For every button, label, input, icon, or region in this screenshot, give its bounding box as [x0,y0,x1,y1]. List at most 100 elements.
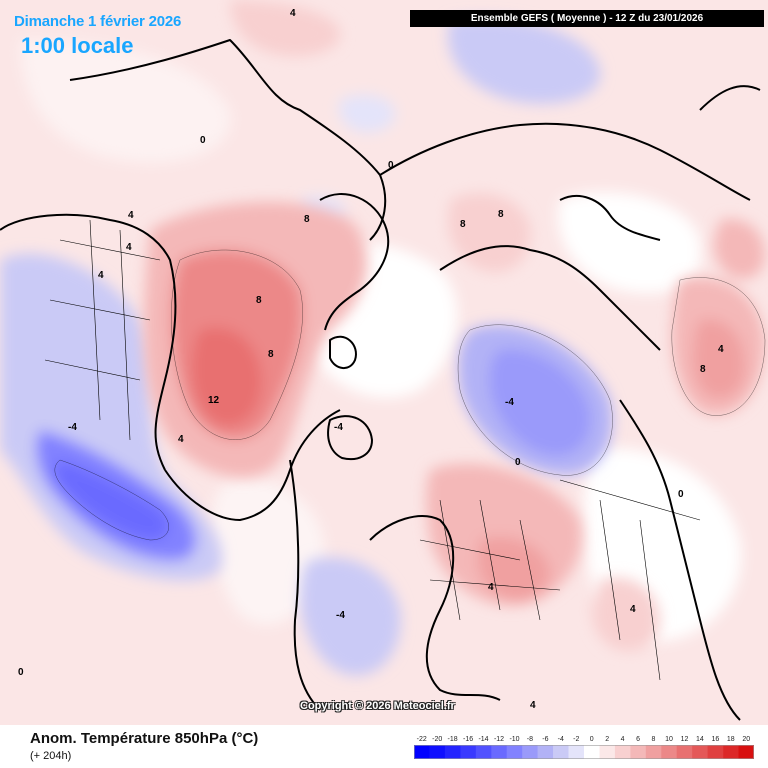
north-america-west-coastline [0,213,177,471]
legend-frame [414,745,754,759]
svalbard-coastline [329,335,357,369]
legend-swatch [645,745,662,759]
contour-label: 8 [268,349,274,360]
legend-swatch [738,745,754,759]
alaska-cold-spot [338,94,396,133]
contour-label: 8 [460,219,466,230]
contour-line [171,249,303,440]
contour-label: 8 [498,209,504,220]
legend-swatch [614,745,631,759]
europe-coastline [369,515,501,701]
contour-label: 4 [178,434,184,445]
legend-swatch [599,745,616,759]
north-siberia-warm-anomaly [448,193,531,273]
legend-swatch [707,745,724,759]
legend-swatch [522,745,538,759]
legend-tick-label: -8 [527,736,533,743]
contour-line [457,324,613,476]
legend-tick-label: 2 [605,736,609,743]
legend-tick-label: 16 [712,736,720,743]
okhotsk-coastline [559,195,661,241]
east-asia-coastline [619,399,741,721]
legend-swatch [491,745,508,759]
contour-label: 0 [678,489,684,500]
north-america-borders [44,219,161,441]
siberia-neutral-area [558,192,702,294]
parameter-title: Anom. Température 850hPa (°C) [30,730,259,747]
legend-tick-label: 18 [727,736,735,743]
kamchatka-warm-anomaly [713,219,765,280]
hudson-bay-coastline [164,409,341,521]
legend-swatch [537,745,554,759]
contour-line [54,459,169,541]
contour-label: -4 [505,397,514,408]
legend-tick-label: 4 [621,736,625,743]
contour-label: 4 [718,344,724,355]
contour-label: 0 [18,667,24,678]
legend-swatch [661,745,678,759]
model-run-banner: Ensemble GEFS ( Moyenne ) - 12 Z du 23/0… [410,10,764,27]
contour-line [671,277,766,416]
legend-swatch [568,745,585,759]
contour-label: 8 [304,214,310,225]
contour-label: 0 [388,160,394,171]
legend-swatch [723,745,739,759]
legend-tick-label: -16 [463,736,473,743]
legend-tick-label: -20 [432,736,442,743]
legend-tick-label: 14 [696,736,704,743]
forecast-local-time: 1:00 locale [21,33,134,58]
legend-tick-label: 8 [652,736,656,743]
legend-swatch [630,745,647,759]
contour-label: -4 [334,422,343,433]
legend-swatch [429,745,446,759]
contour-label: 4 [488,582,494,593]
legend-tick-label: 20 [742,736,750,743]
legend-swatch [506,745,523,759]
contour-label: 8 [700,364,706,375]
contour-lines [54,249,766,541]
legend-swatch [553,745,569,759]
legend-tick-label: -18 [448,736,458,743]
anomaly-map: 4 4 4 8 8 12 8 4 0 0 -4 -4 -4 -4 4 8 8 4… [0,0,768,725]
contour-label: -4 [68,422,77,433]
iceland-coastline [327,415,373,460]
legend-swatch [475,745,492,759]
legend-swatch [444,745,461,759]
contour-label: 12 [208,395,220,406]
legend-swatch [676,745,693,759]
legend-tick-label: -12 [494,736,504,743]
forecast-date: Dimanche 1 février 2026 [14,13,182,30]
lead-time: (+ 204h) [30,750,72,762]
legend-swatch [584,745,600,759]
contour-label: -4 [336,610,345,621]
canada-warm-peak [191,327,262,426]
north-pacific-warm-anomaly [230,0,341,57]
alaska-coastline [69,39,387,241]
europe-borders [419,499,561,621]
legend-tick-label: -22 [417,736,427,743]
legend-swatch [692,745,708,759]
contour-label: 4 [530,700,536,711]
legend-tick-label: -14 [478,736,488,743]
contour-label: 0 [515,457,521,468]
contour-label: 4 [630,604,636,615]
legend-tick-label: -2 [573,736,579,743]
contour-labels: 4 4 4 8 8 12 8 4 0 0 -4 -4 -4 -4 4 8 8 4… [18,8,724,711]
legend-tick-label: 6 [636,736,640,743]
pacific-cold-anomaly [448,17,601,104]
contour-label: 0 [200,135,206,146]
contour-label: 4 [290,8,296,19]
coastlines [0,39,761,721]
legend-tick-label: 0 [590,736,594,743]
pacific-neutral-area [20,40,232,163]
north-america-cold-core-inner [54,460,169,540]
contour-label: 4 [126,242,132,253]
legend-tick-label: 12 [681,736,689,743]
iberia-cold-anomaly [300,557,401,676]
contour-label: 4 [98,270,104,281]
china-warm-anomaly [591,577,660,652]
legend-tick-label: -4 [558,736,564,743]
contour-label: 4 [128,210,134,221]
greenland-coastline [319,193,390,331]
